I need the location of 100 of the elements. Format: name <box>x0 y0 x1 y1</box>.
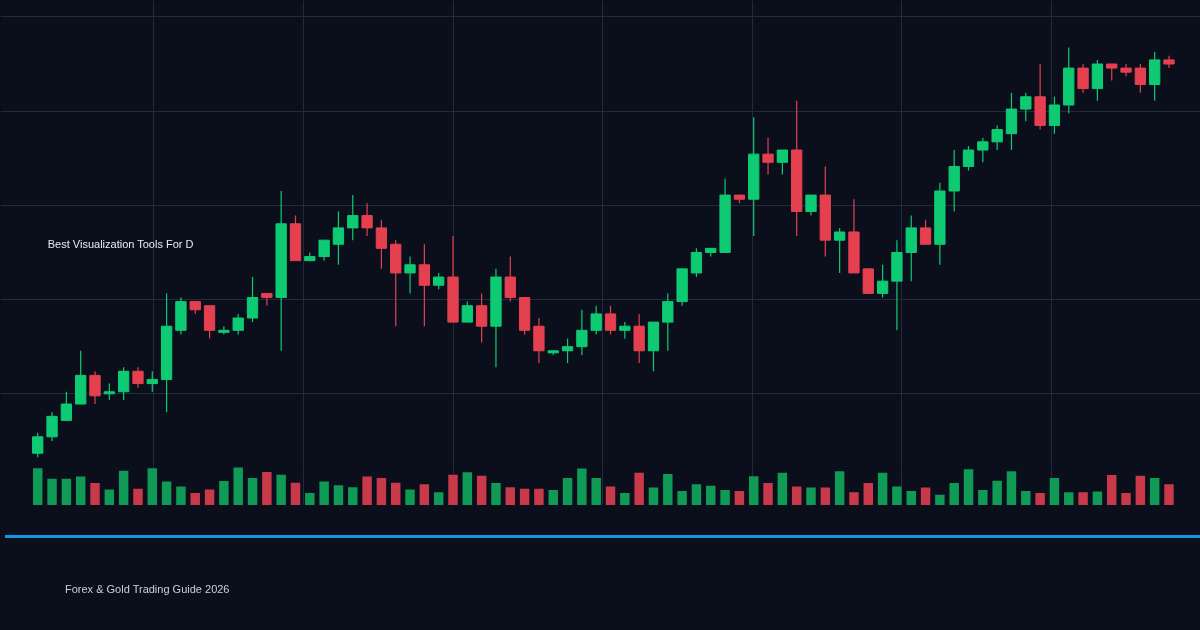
bar <box>491 483 501 505</box>
candlestick <box>32 432 44 458</box>
candlestick <box>1077 63 1089 94</box>
bar <box>978 489 988 505</box>
text: Forex & Gold Trading Guide 2026 <box>65 582 231 597</box>
annotation: Best Visualization Tools For D <box>47 238 194 251</box>
bar <box>133 488 143 505</box>
candlestick <box>962 145 975 172</box>
bar <box>591 478 601 505</box>
bar <box>1106 475 1117 505</box>
bar <box>791 486 802 505</box>
candlestick <box>1048 96 1061 135</box>
bar <box>634 472 644 505</box>
bar <box>190 492 200 505</box>
bar <box>892 486 902 505</box>
bar <box>605 486 616 505</box>
candlestick <box>89 370 101 405</box>
bar <box>61 478 72 505</box>
candlestick <box>590 305 602 335</box>
bar <box>391 482 401 505</box>
bar <box>720 489 730 505</box>
candlestick <box>118 366 130 401</box>
bar <box>963 469 974 505</box>
candlestick <box>246 276 259 323</box>
bar <box>305 492 315 505</box>
candlestick <box>762 137 774 176</box>
bar <box>920 487 931 505</box>
bar <box>906 491 916 505</box>
candlestick <box>232 313 244 335</box>
bar <box>362 476 372 505</box>
bar <box>147 468 158 505</box>
candlestick <box>1134 63 1147 94</box>
bar <box>47 478 57 505</box>
bar <box>877 472 888 505</box>
candlestick <box>347 194 359 241</box>
bar <box>33 468 43 505</box>
bar <box>161 481 172 505</box>
bar <box>204 489 215 505</box>
candlestick <box>404 255 416 295</box>
bar <box>1149 478 1160 505</box>
bar <box>376 478 387 505</box>
bar <box>333 485 344 505</box>
bar <box>691 484 702 505</box>
candlestick <box>46 411 58 442</box>
bar <box>1006 471 1017 505</box>
bar <box>763 483 773 505</box>
candlestick <box>361 202 373 237</box>
candlestick <box>805 194 817 217</box>
bar <box>405 489 415 505</box>
bar <box>90 483 100 505</box>
bar <box>577 468 587 505</box>
bar <box>348 487 358 505</box>
bar <box>104 489 115 505</box>
bar <box>777 472 788 505</box>
candlestick <box>604 305 617 335</box>
candlestick <box>418 243 431 327</box>
bar <box>1021 491 1031 505</box>
bar <box>262 471 272 505</box>
candlestick <box>977 137 989 163</box>
candlestick <box>776 149 789 176</box>
bar <box>1049 478 1060 505</box>
bar <box>519 488 530 505</box>
bar <box>548 489 558 505</box>
bar <box>290 482 301 505</box>
bar <box>863 483 874 505</box>
candlestick <box>876 264 889 299</box>
candlestick <box>132 366 144 389</box>
candlestick <box>561 337 574 364</box>
bar <box>749 476 759 505</box>
bar <box>276 474 286 505</box>
bar <box>462 472 473 505</box>
bar <box>849 492 859 505</box>
candlestick <box>60 391 73 422</box>
candlestick <box>919 219 932 245</box>
bar <box>620 492 630 505</box>
candlestick <box>218 325 230 335</box>
candlestick <box>146 370 158 393</box>
bar <box>476 475 487 505</box>
bar <box>319 481 329 505</box>
bar <box>505 487 516 505</box>
bar <box>1121 492 1131 505</box>
bar <box>1164 484 1174 505</box>
bar <box>419 484 430 505</box>
bar <box>706 485 716 505</box>
bar <box>1092 491 1103 505</box>
candlestick <box>475 292 488 344</box>
bar <box>433 492 444 505</box>
bar <box>233 467 243 505</box>
bar <box>1064 492 1074 505</box>
candlestick <box>504 255 516 303</box>
candlestick <box>690 247 703 278</box>
bar <box>176 486 186 505</box>
bar <box>448 474 458 505</box>
candlestick <box>332 210 345 266</box>
bar <box>247 478 258 505</box>
bar <box>935 494 945 505</box>
bar <box>734 491 745 505</box>
candlestick <box>375 219 388 270</box>
bar <box>75 476 86 505</box>
candlestick <box>461 301 473 323</box>
